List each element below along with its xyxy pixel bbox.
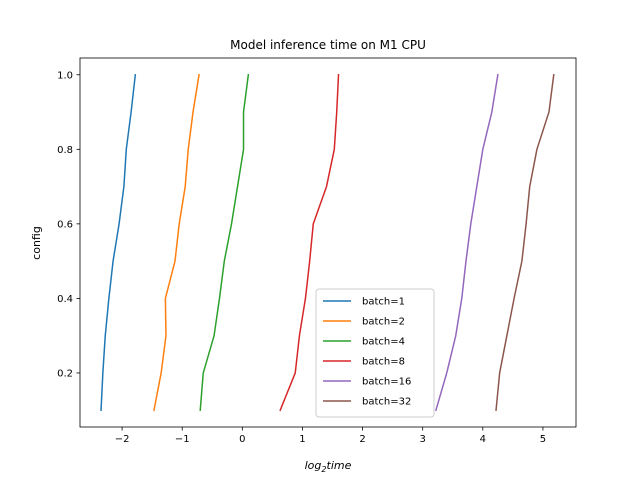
series-line-3 — [199, 73, 250, 412]
x-axis: −2 −1 0 1 2 3 4 5 — [115, 427, 546, 445]
x-tick-label: 2 — [359, 434, 365, 445]
y-tick-label: 1.0 — [57, 70, 73, 81]
legend-label-5: batch=16 — [362, 377, 411, 388]
y-tick-label: 0.6 — [57, 219, 73, 230]
x-axis-label-subscript: 2 — [321, 465, 326, 474]
legend-label-4: batch=8 — [362, 357, 405, 368]
x-tick-label: 5 — [540, 434, 546, 445]
legend: batch=1 batch=2 batch=4 batch=8 batch=16 batc… — [315, 288, 435, 418]
legend-label-6: batch=32 — [362, 397, 411, 408]
series-line-4 — [279, 73, 340, 412]
x-axis-label: log2time — [305, 459, 352, 474]
series-layer — [100, 73, 555, 412]
x-tick-label: −1 — [175, 434, 190, 445]
x-tick-label: 3 — [420, 434, 426, 445]
series-line-6 — [495, 73, 555, 412]
series-line-5 — [434, 73, 499, 412]
y-axis: 0.2 0.4 0.6 0.8 1.0 — [57, 70, 80, 379]
y-tick-label: 0.8 — [57, 145, 73, 156]
x-tick-label: 0 — [239, 434, 245, 445]
x-tick-label: 4 — [480, 434, 486, 445]
legend-label-3: batch=4 — [362, 337, 405, 348]
x-tick-label: 1 — [299, 434, 305, 445]
x-tick-label: −2 — [115, 434, 130, 445]
y-tick-label: 0.2 — [57, 368, 73, 379]
x-axis-label-rest: time — [327, 459, 352, 472]
legend-items: batch=1 batch=2 batch=4 batch=8 batch=16 batc… — [323, 297, 411, 408]
legend-label-1: batch=1 — [362, 297, 405, 308]
plot-frame — [79, 57, 577, 428]
y-tick-label: 0.4 — [57, 294, 73, 305]
chart-title: Model inference time on M1 CPU — [230, 38, 426, 52]
legend-label-2: batch=2 — [362, 317, 405, 328]
x-axis-label-base: log — [305, 459, 322, 472]
series-line-2 — [153, 73, 200, 412]
y-axis-label: config — [30, 226, 43, 260]
series-line-1 — [100, 73, 137, 412]
